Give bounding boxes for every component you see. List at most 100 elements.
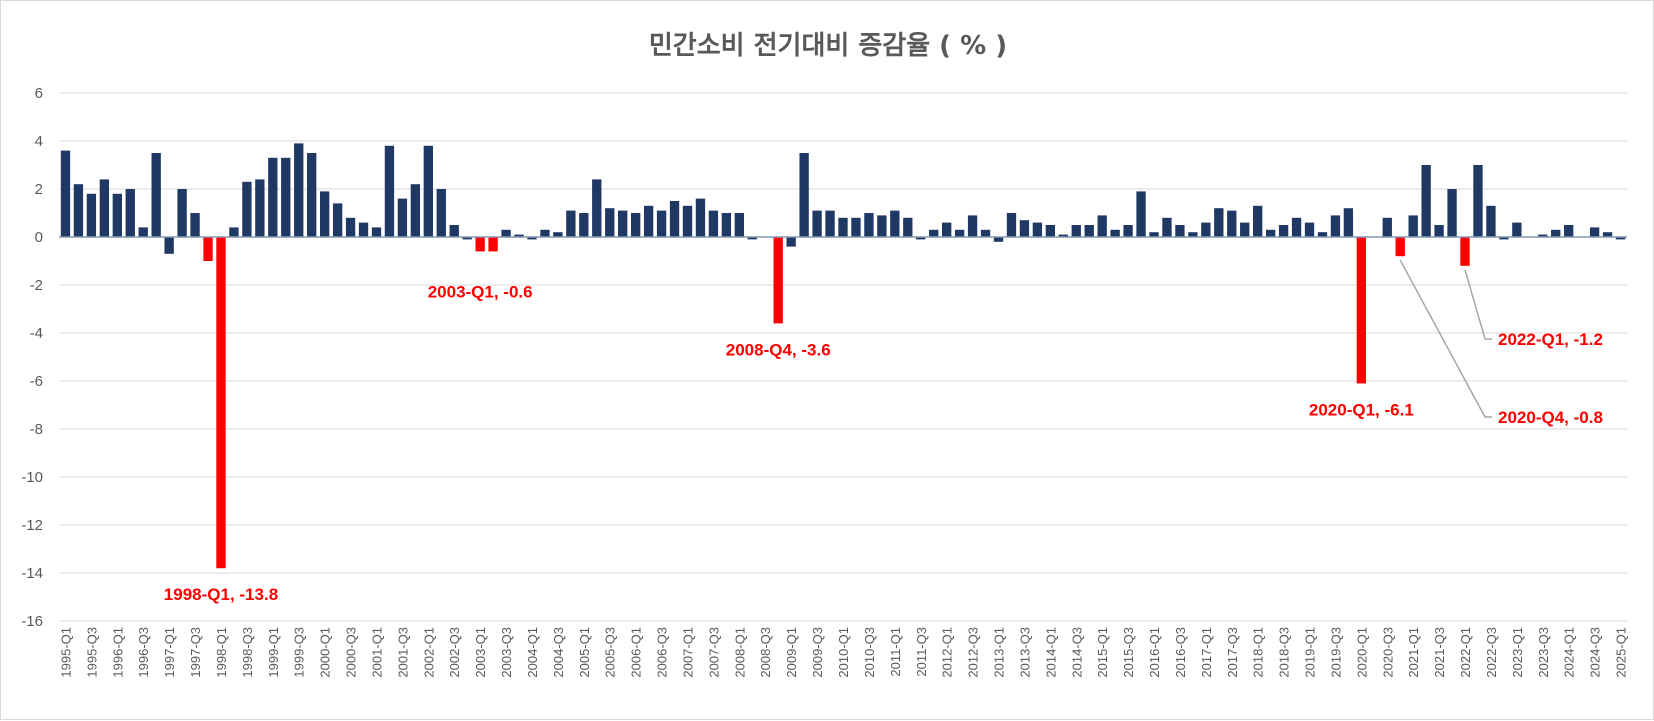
x-tick-label: 2020-Q1: [1354, 627, 1369, 678]
x-tick-label: 1995-Q3: [84, 627, 99, 678]
x-tick-label: 2002-Q1: [421, 627, 436, 678]
x-tick-label: 2001-Q1: [369, 627, 384, 678]
bar-2016-Q2: [1162, 217, 1172, 237]
bar-2017-Q1: [1201, 222, 1211, 237]
bar-2010-Q1: [838, 217, 848, 237]
x-tick-label: 2021-Q1: [1406, 627, 1421, 678]
bar-2018-Q2: [1265, 229, 1276, 237]
bar-2011-Q2: [903, 217, 913, 237]
bar-2016-Q3: [1175, 225, 1185, 237]
bar-2019-Q3: [1330, 215, 1341, 237]
bar-2024-Q1: [1564, 225, 1574, 237]
bar-2014-Q2: [1058, 234, 1068, 237]
x-tick-label: 1997-Q3: [188, 627, 203, 678]
y-tick-label: -14: [21, 565, 43, 582]
x-tick-label: 2006-Q1: [629, 627, 644, 678]
x-tick-label: 2019-Q3: [1328, 627, 1343, 678]
bar-2017-Q2: [1214, 208, 1224, 237]
x-tick-label: 2012-Q3: [966, 627, 981, 678]
bar-2004-Q2: [540, 229, 550, 237]
x-tick-label: 2012-Q1: [940, 627, 955, 678]
bar-2008-Q4: [773, 237, 783, 324]
x-tick-label: 2016-Q3: [1173, 627, 1188, 678]
x-tick-label: 2015-Q3: [1121, 627, 1136, 678]
bar-2019-Q1: [1304, 222, 1315, 237]
y-tick-label: -4: [30, 325, 43, 342]
y-tick-label: -8: [30, 421, 43, 438]
x-tick-label: 1999-Q1: [266, 627, 281, 678]
data-label-1998-Q1: 1998-Q1, -13.8: [164, 585, 278, 604]
x-tick-label: 2023-Q3: [1536, 627, 1551, 678]
x-tick-label: 2003-Q3: [499, 627, 514, 678]
x-tick-label: 2024-Q1: [1562, 627, 1577, 678]
y-tick-label: -12: [21, 517, 43, 534]
x-tick-label: 2000-Q1: [318, 627, 333, 678]
bar-2012-Q1: [942, 222, 952, 237]
bar-2021-Q3: [1434, 225, 1444, 237]
bar-2025-Q1: [1615, 237, 1626, 240]
data-label-2022-Q1: 2022-Q1, -1.2: [1498, 330, 1603, 349]
bar-2006-Q3: [656, 210, 667, 237]
bar-1998-Q3: [242, 181, 252, 237]
bar-2024-Q4: [1602, 232, 1613, 237]
x-tick-label: 2021-Q3: [1432, 627, 1447, 678]
x-axis-ticks: 1995-Q1 1995-Q3 1996-Q1 1996-Q3 1997-Q1 1997-…: [58, 627, 1628, 678]
bar-2015-Q4: [1136, 191, 1146, 237]
bar-2015-Q2: [1110, 229, 1120, 237]
bar-2022-Q3: [1486, 205, 1496, 237]
bar-2012-Q4: [980, 229, 991, 237]
chart-title: 민간소비 전기대비 증감율 ( % ): [649, 31, 1007, 61]
bar-2023-Q4: [1551, 229, 1561, 237]
data-label-2020-Q1: 2020-Q1, -6.1: [1309, 400, 1414, 419]
bar-2017-Q4: [1240, 222, 1250, 237]
y-tick-label: -16: [21, 613, 43, 630]
x-tick-label: 2010-Q1: [836, 627, 851, 678]
bar-2010-Q4: [877, 215, 887, 237]
bar-2016-Q4: [1188, 232, 1198, 237]
x-tick-label: 2016-Q1: [1147, 627, 1162, 678]
x-tick-label: 2025-Q1: [1614, 627, 1629, 678]
bar-2012-Q2: [954, 229, 965, 237]
bar-1998-Q2: [229, 227, 239, 237]
x-tick-label: 2020-Q3: [1380, 627, 1395, 678]
data-label-2003-Q1: 2003-Q1, -0.6: [428, 282, 533, 301]
bar-2024-Q3: [1589, 227, 1600, 237]
x-tick-label: 2014-Q1: [1043, 627, 1058, 678]
x-tick-label: 2004-Q3: [551, 627, 566, 678]
bar-2014-Q3: [1071, 225, 1081, 237]
gridlines: [59, 92, 1627, 622]
bar-2022-Q4: [1499, 237, 1509, 240]
x-tick-label: 2003-Q1: [473, 627, 488, 678]
x-tick-label: 2015-Q1: [1095, 627, 1110, 678]
bar-2003-Q3: [501, 229, 511, 237]
bar-2023-Q1: [1512, 222, 1522, 237]
x-tick-label: 2011-Q3: [914, 627, 929, 677]
bar-2021-Q2: [1421, 165, 1431, 237]
x-tick-label: 1996-Q1: [110, 627, 125, 678]
bar-2010-Q2: [851, 217, 861, 237]
x-tick-label: 1998-Q3: [240, 627, 255, 678]
bar-2009-Q3: [812, 210, 822, 237]
x-tick-label: 2008-Q1: [732, 627, 747, 678]
x-tick-label: 1999-Q3: [292, 627, 307, 678]
leader-line-2022-Q1: [1464, 269, 1492, 340]
x-tick-label: 2019-Q1: [1303, 627, 1318, 678]
bar-1996-Q2: [125, 189, 135, 237]
bar-2001-Q3: [397, 198, 408, 237]
bar-2021-Q4: [1447, 189, 1457, 237]
bar-2000-Q4: [358, 222, 369, 237]
bar-2004-Q1: [527, 237, 537, 240]
bar-1996-Q3: [138, 227, 148, 237]
x-tick-label: 2017-Q3: [1225, 627, 1240, 678]
bar-2019-Q2: [1317, 232, 1328, 237]
bar-2007-Q2: [695, 198, 706, 237]
x-tick-label: 1997-Q1: [162, 627, 177, 678]
bar-2005-Q2: [592, 179, 602, 237]
x-tick-label: 2011-Q1: [888, 627, 903, 677]
bar-2020-Q4: [1395, 237, 1405, 257]
leader-line-2020-Q4: [1399, 259, 1492, 418]
x-tick-label: 2024-Q3: [1588, 627, 1603, 678]
bar-1996-Q1: [112, 193, 122, 237]
